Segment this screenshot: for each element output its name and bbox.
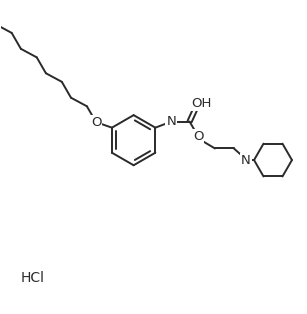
Text: HCl: HCl: [21, 271, 45, 285]
Text: O: O: [91, 116, 101, 129]
Text: OH: OH: [192, 97, 212, 110]
Text: N: N: [166, 115, 176, 128]
Text: O: O: [193, 130, 203, 143]
Text: N: N: [241, 154, 251, 166]
